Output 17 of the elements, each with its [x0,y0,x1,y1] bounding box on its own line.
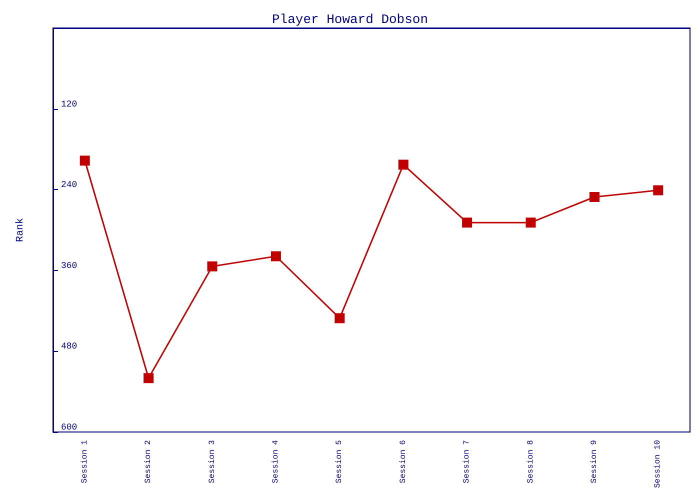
y-tick-label: 120 [61,99,78,110]
x-tick-label: Session 9 [590,440,599,484]
x-tick-label: Session 2 [144,440,154,484]
x-tick-label: Session 4 [271,440,280,484]
x-tick-label: Session 5 [335,440,344,484]
chart-title: Player Howard Dobson [272,12,428,27]
x-tick-label: Session 1 [80,440,90,484]
y-axis-title: Rank [14,218,26,242]
y-tick-label: 360 [61,260,78,271]
y-tick-label: 480 [61,342,78,352]
y-tick-label: 600 [61,422,78,432]
x-tick-label: Session 3 [208,440,217,484]
y-tick-label: 240 [61,180,78,190]
x-tick-label: Session 6 [398,440,408,484]
x-tick-label: Session 10 [654,440,663,488]
x-tick-label: Session 8 [526,440,536,484]
x-tick-label: Session 7 [462,440,472,484]
